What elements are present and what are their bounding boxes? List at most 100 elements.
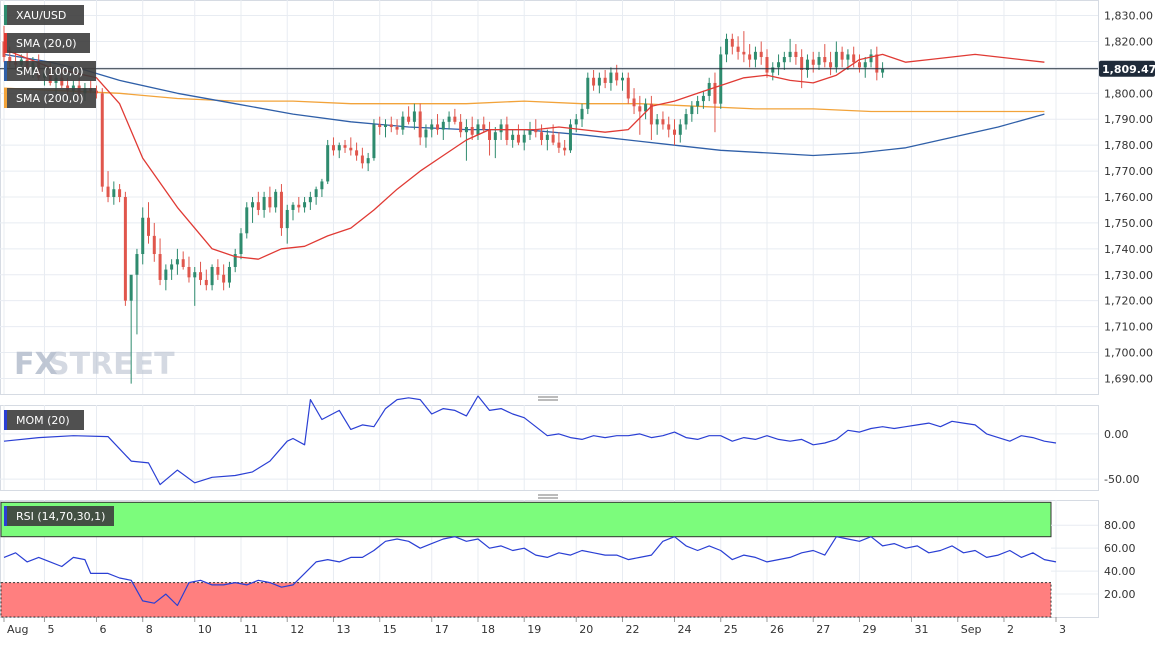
x-tick-label-17: 27 — [816, 623, 830, 636]
candle-body-54 — [314, 189, 318, 197]
x-tick-label-15: 25 — [724, 623, 738, 636]
legend-sma200-bg — [4, 88, 96, 108]
candle-body-55 — [320, 181, 324, 190]
candle-body-88 — [511, 134, 515, 140]
candle-body-68 — [395, 127, 399, 130]
candle-body-117 — [678, 124, 682, 135]
candle-body-37 — [216, 266, 220, 275]
x-tick-label-19: 31 — [914, 623, 928, 636]
candle-body-65 — [378, 124, 382, 128]
candle-body-115 — [667, 124, 671, 130]
candle-body-70 — [407, 116, 411, 122]
candle-body-30 — [175, 259, 179, 265]
candle-body-81 — [470, 127, 474, 135]
y-tick-price-14: 1,830.00 — [1104, 10, 1153, 23]
x-tick-label-1: 5 — [47, 623, 54, 636]
candle-body-48 — [279, 191, 283, 229]
x-tick-label-18: 29 — [862, 623, 876, 636]
rsi-overbought-zone — [0, 501, 1052, 538]
candle-body-21 — [123, 197, 127, 301]
x-tick-label-13: 22 — [625, 623, 639, 636]
y-tick-price-10: 1,790.00 — [1104, 113, 1153, 126]
candle-body-40 — [233, 254, 237, 267]
candle-body-151 — [875, 54, 879, 73]
y-tick-mom-0: 0.00 — [1104, 428, 1129, 441]
candle-body-127 — [736, 46, 740, 52]
candle-body-91 — [528, 129, 532, 135]
candle-body-111 — [644, 103, 648, 112]
legend-sma100-bg — [4, 61, 96, 81]
candle-body-46 — [268, 197, 272, 208]
watermark-street: STREET — [48, 347, 175, 382]
candle-body-104 — [603, 77, 607, 83]
candle-body-35 — [204, 279, 208, 286]
momentum-line — [3, 395, 1057, 486]
candle-body-144 — [834, 51, 838, 68]
candle-body-86 — [499, 124, 503, 133]
candle-body-140 — [811, 59, 815, 65]
candle-body-129 — [748, 54, 752, 60]
candle-body-87 — [505, 124, 509, 140]
candle-body-36 — [210, 266, 214, 286]
y-tick-price-4: 1,730.00 — [1104, 269, 1153, 282]
candle-body-74 — [430, 124, 434, 130]
candle-body-28 — [164, 269, 168, 280]
candle-body-16 — [94, 90, 98, 94]
candle-body-118 — [684, 114, 688, 125]
candle-body-142 — [823, 57, 827, 63]
x-tick-label-22: 3 — [1059, 623, 1066, 636]
x-tick-label-6: 12 — [290, 623, 304, 636]
candle-body-67 — [389, 124, 393, 128]
candle-body-47 — [274, 191, 278, 208]
watermark-fx: FX — [14, 347, 58, 382]
momentum-label: MOM (20) — [16, 414, 70, 427]
candle-body-109 — [632, 98, 636, 107]
candle-body-138 — [800, 57, 804, 70]
candle-body-103 — [597, 77, 601, 86]
candle-body-71 — [412, 111, 416, 122]
candle-body-58 — [337, 145, 341, 151]
candle-body-79 — [459, 121, 463, 133]
rsi-label: RSI (14,70,30,1) — [16, 510, 105, 523]
candle-body-53 — [308, 197, 312, 203]
candle-body-44 — [256, 202, 260, 210]
candle-body-125 — [725, 38, 729, 55]
candle-body-23 — [135, 254, 139, 275]
candle-body-146 — [846, 54, 850, 60]
candle-body-24 — [141, 217, 145, 255]
candle-body-61 — [355, 150, 359, 156]
candle-body-143 — [829, 62, 833, 68]
y-tick-price-3: 1,720.00 — [1104, 295, 1153, 308]
candle-body-69 — [401, 116, 405, 130]
candle-body-45 — [262, 197, 266, 210]
y-tick-rsi-1: 60.00 — [1104, 542, 1136, 555]
legend-sma20-bg — [4, 33, 90, 53]
y-tick-price-2: 1,710.00 — [1104, 321, 1153, 334]
candle-body-73 — [424, 129, 428, 138]
candle-body-124 — [719, 54, 723, 104]
candle-body-90 — [522, 134, 526, 143]
candle-body-51 — [297, 204, 301, 208]
candle-body-60 — [349, 147, 353, 151]
candle-body-33 — [193, 272, 197, 278]
candle-body-84 — [488, 129, 492, 140]
candle-body-105 — [609, 72, 613, 83]
y-tick-price-7: 1,760.00 — [1104, 191, 1153, 204]
momentum-label-bg — [4, 410, 84, 430]
candle-body-49 — [285, 209, 289, 229]
candle-body-106 — [615, 72, 619, 81]
candle-body-26 — [152, 235, 156, 255]
y-tick-mom-1: -50.00 — [1104, 473, 1139, 486]
candle-body-17 — [100, 93, 104, 187]
candle-body-134 — [777, 62, 781, 68]
candle-body-10 — [60, 77, 64, 86]
candle-body-78 — [453, 116, 457, 122]
candle-body-136 — [788, 51, 792, 58]
candle-body-110 — [638, 106, 642, 112]
candle-body-19 — [112, 189, 116, 197]
candle-body-148 — [857, 62, 861, 68]
x-tick-label-0: Aug — [7, 623, 28, 636]
candle-body-152 — [881, 68, 885, 73]
candle-body-108 — [626, 77, 630, 99]
